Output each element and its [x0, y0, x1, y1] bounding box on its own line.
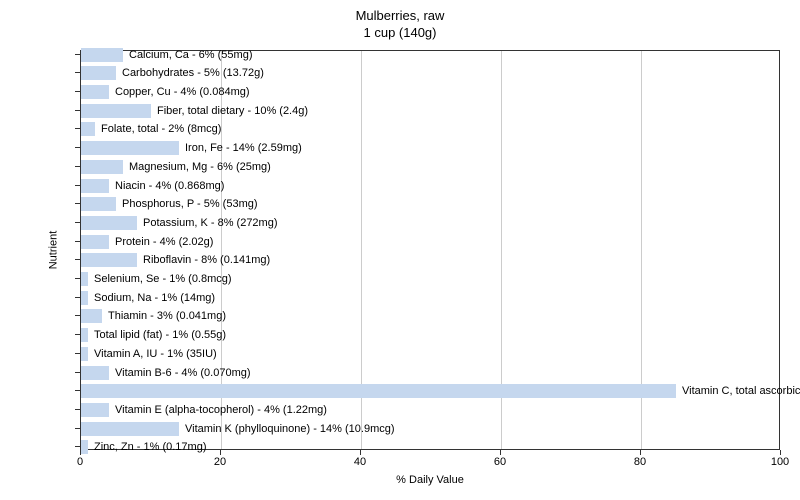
x-tick-mark: [360, 450, 361, 455]
x-tick-label: 80: [634, 456, 646, 468]
x-tick-mark: [500, 450, 501, 455]
y-tick-mark: [75, 241, 80, 242]
y-tick-mark: [75, 297, 80, 298]
y-tick-mark: [75, 185, 80, 186]
bar: [81, 403, 109, 417]
y-tick-mark: [75, 353, 80, 354]
y-tick-mark: [75, 278, 80, 279]
bar-label: Magnesium, Mg - 6% (25mg): [129, 160, 271, 174]
bar-label: Riboflavin - 8% (0.141mg): [143, 253, 270, 267]
y-tick-mark: [75, 409, 80, 410]
y-tick-mark: [75, 334, 80, 335]
bar: [81, 253, 137, 267]
x-tick-label: 20: [214, 456, 226, 468]
bar-label: Calcium, Ca - 6% (55mg): [129, 48, 252, 62]
y-tick-mark: [75, 315, 80, 316]
bar: [81, 85, 109, 99]
title-line1: Mulberries, raw: [356, 8, 445, 23]
bar-label: Iron, Fe - 14% (2.59mg): [185, 141, 302, 155]
bar: [81, 272, 88, 286]
bar-label: Potassium, K - 8% (272mg): [143, 216, 278, 230]
y-tick-mark: [75, 446, 80, 447]
bar-label: Thiamin - 3% (0.041mg): [108, 309, 226, 323]
bar: [81, 66, 116, 80]
bar-label: Niacin - 4% (0.868mg): [115, 179, 224, 193]
bar: [81, 328, 88, 342]
bar-label: Total lipid (fat) - 1% (0.55g): [94, 328, 226, 342]
bar-label: Vitamin B-6 - 4% (0.070mg): [115, 366, 251, 380]
plot-area: Calcium, Ca - 6% (55mg) Carbohydrates - 5…: [80, 50, 780, 450]
chart-container: Mulberries, raw 1 cup (140g) Nutrient Ca…: [0, 0, 800, 500]
bar-label: Copper, Cu - 4% (0.084mg): [115, 85, 250, 99]
bar-label: Protein - 4% (2.02g): [115, 235, 213, 249]
bar: [81, 197, 116, 211]
bar: [81, 160, 123, 174]
y-tick-mark: [75, 259, 80, 260]
y-tick-mark: [75, 110, 80, 111]
x-tick-mark: [780, 450, 781, 455]
y-tick-mark: [75, 222, 80, 223]
chart-title: Mulberries, raw 1 cup (140g): [0, 0, 800, 42]
bar-label: Folate, total - 2% (8mcg): [101, 122, 221, 136]
bar: [81, 235, 109, 249]
bar: [81, 104, 151, 118]
bar: [81, 122, 95, 136]
bar: [81, 366, 109, 380]
bar-label: Vitamin C, total ascorbic acid - 85% (51…: [682, 384, 800, 398]
y-tick-mark: [75, 372, 80, 373]
x-tick-label: 40: [354, 456, 366, 468]
y-tick-mark: [75, 72, 80, 73]
y-tick-mark: [75, 54, 80, 55]
bar: [81, 347, 88, 361]
bar: [81, 179, 109, 193]
y-tick-mark: [75, 128, 80, 129]
x-tick-label: 0: [77, 456, 83, 468]
bar-label: Vitamin A, IU - 1% (35IU): [94, 347, 217, 361]
x-tick-label: 100: [771, 456, 789, 468]
bar: [81, 291, 88, 305]
x-tick-label: 60: [494, 456, 506, 468]
y-tick-mark: [75, 91, 80, 92]
y-tick-mark: [75, 390, 80, 391]
bar-label: Vitamin K (phylloquinone) - 14% (10.9mcg…: [185, 422, 395, 436]
y-axis-label: Nutrient: [47, 231, 59, 270]
bar: [81, 440, 88, 454]
y-tick-mark: [75, 428, 80, 429]
bar: [81, 422, 179, 436]
bar: [81, 309, 102, 323]
x-axis-label: % Daily Value: [396, 474, 464, 486]
bar-label: Fiber, total dietary - 10% (2.4g): [157, 104, 308, 118]
title-line2: 1 cup (140g): [364, 25, 437, 40]
bar-label: Carbohydrates - 5% (13.72g): [122, 66, 264, 80]
bar: [81, 48, 123, 62]
bar: [81, 216, 137, 230]
bar-label: Vitamin E (alpha-tocopherol) - 4% (1.22m…: [115, 403, 327, 417]
bar-label: Zinc, Zn - 1% (0.17mg): [94, 440, 206, 454]
x-tick-mark: [80, 450, 81, 455]
bar: [81, 384, 676, 398]
y-tick-mark: [75, 203, 80, 204]
bar-label: Phosphorus, P - 5% (53mg): [122, 197, 258, 211]
y-tick-mark: [75, 147, 80, 148]
x-tick-mark: [220, 450, 221, 455]
y-tick-mark: [75, 166, 80, 167]
bar-label: Sodium, Na - 1% (14mg): [94, 291, 215, 305]
bar: [81, 141, 179, 155]
bar-label: Selenium, Se - 1% (0.8mcg): [94, 272, 232, 286]
x-tick-mark: [640, 450, 641, 455]
